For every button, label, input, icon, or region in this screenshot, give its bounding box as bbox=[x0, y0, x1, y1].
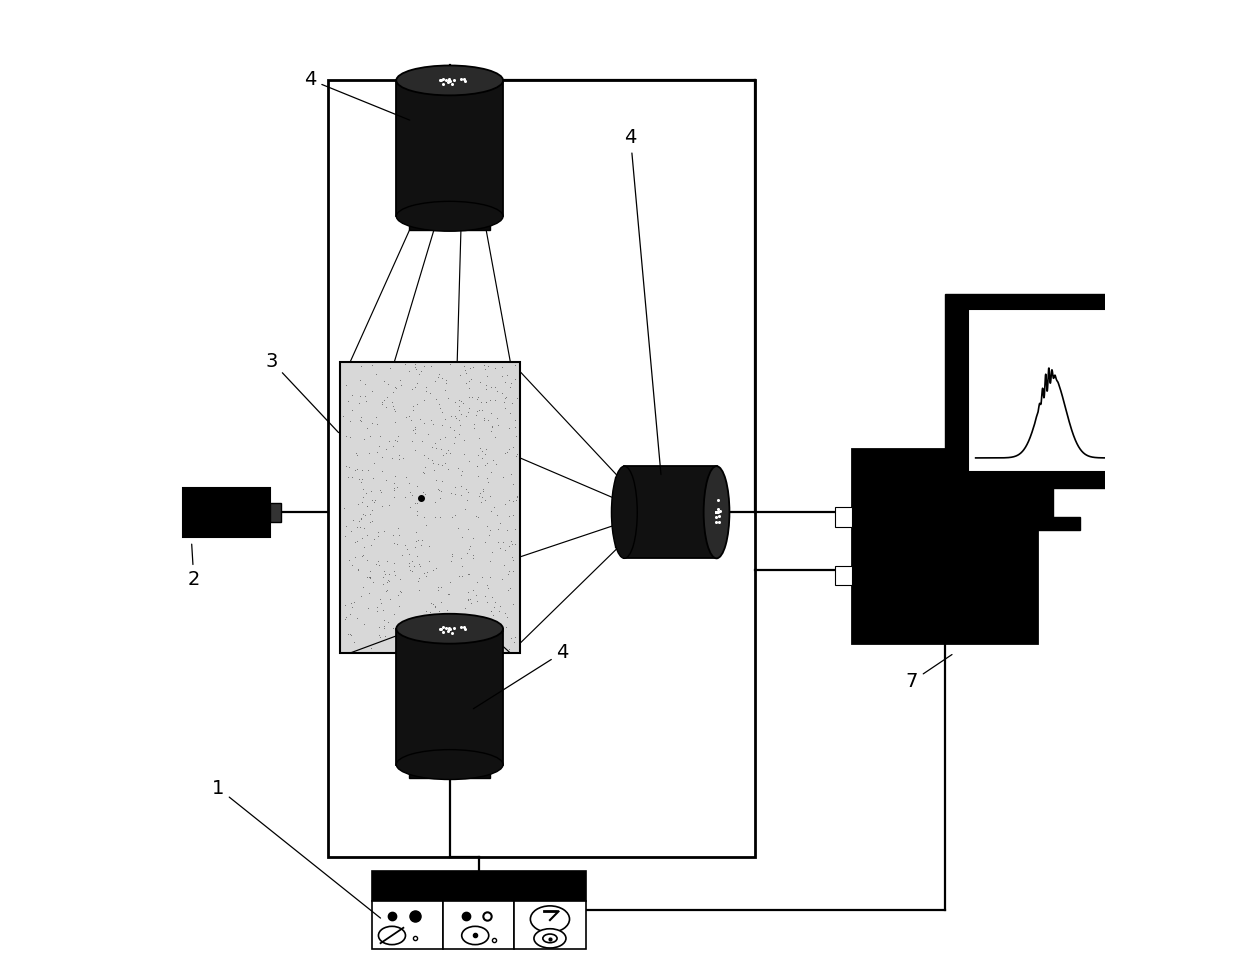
Bar bbox=[409, 217, 491, 230]
Ellipse shape bbox=[378, 926, 405, 945]
Bar bbox=[341, 362, 520, 653]
Bar bbox=[944, 294, 1139, 488]
Ellipse shape bbox=[396, 201, 503, 231]
Ellipse shape bbox=[396, 614, 503, 643]
Ellipse shape bbox=[462, 926, 488, 945]
Text: 2: 2 bbox=[187, 545, 199, 590]
Bar bbox=[968, 309, 1115, 472]
Bar bbox=[1030, 488, 1053, 517]
Ellipse shape bbox=[530, 906, 570, 932]
Bar bbox=[396, 629, 503, 764]
Bar bbox=[183, 488, 270, 537]
Text: 4: 4 bbox=[624, 129, 660, 474]
Bar bbox=[372, 901, 444, 949]
Bar bbox=[444, 901, 514, 949]
Bar bbox=[615, 477, 624, 548]
Ellipse shape bbox=[611, 467, 637, 558]
Bar bbox=[835, 566, 852, 585]
Text: 4: 4 bbox=[473, 643, 569, 709]
Ellipse shape bbox=[543, 934, 558, 943]
Bar bbox=[396, 80, 503, 217]
Bar bbox=[409, 764, 491, 778]
Text: 1: 1 bbox=[212, 779, 380, 918]
Text: 3: 3 bbox=[265, 351, 338, 432]
Bar bbox=[270, 503, 280, 522]
Ellipse shape bbox=[396, 750, 503, 780]
Bar bbox=[514, 901, 586, 949]
Ellipse shape bbox=[396, 65, 503, 96]
Text: 4: 4 bbox=[304, 70, 410, 120]
Text: 7: 7 bbox=[906, 655, 952, 691]
Ellipse shape bbox=[704, 467, 730, 558]
Bar bbox=[328, 80, 756, 857]
Ellipse shape bbox=[534, 929, 566, 948]
Bar bbox=[852, 449, 1037, 643]
Bar bbox=[624, 467, 716, 558]
Bar bbox=[1002, 517, 1080, 530]
Bar bbox=[372, 872, 586, 901]
Bar bbox=[835, 508, 852, 527]
